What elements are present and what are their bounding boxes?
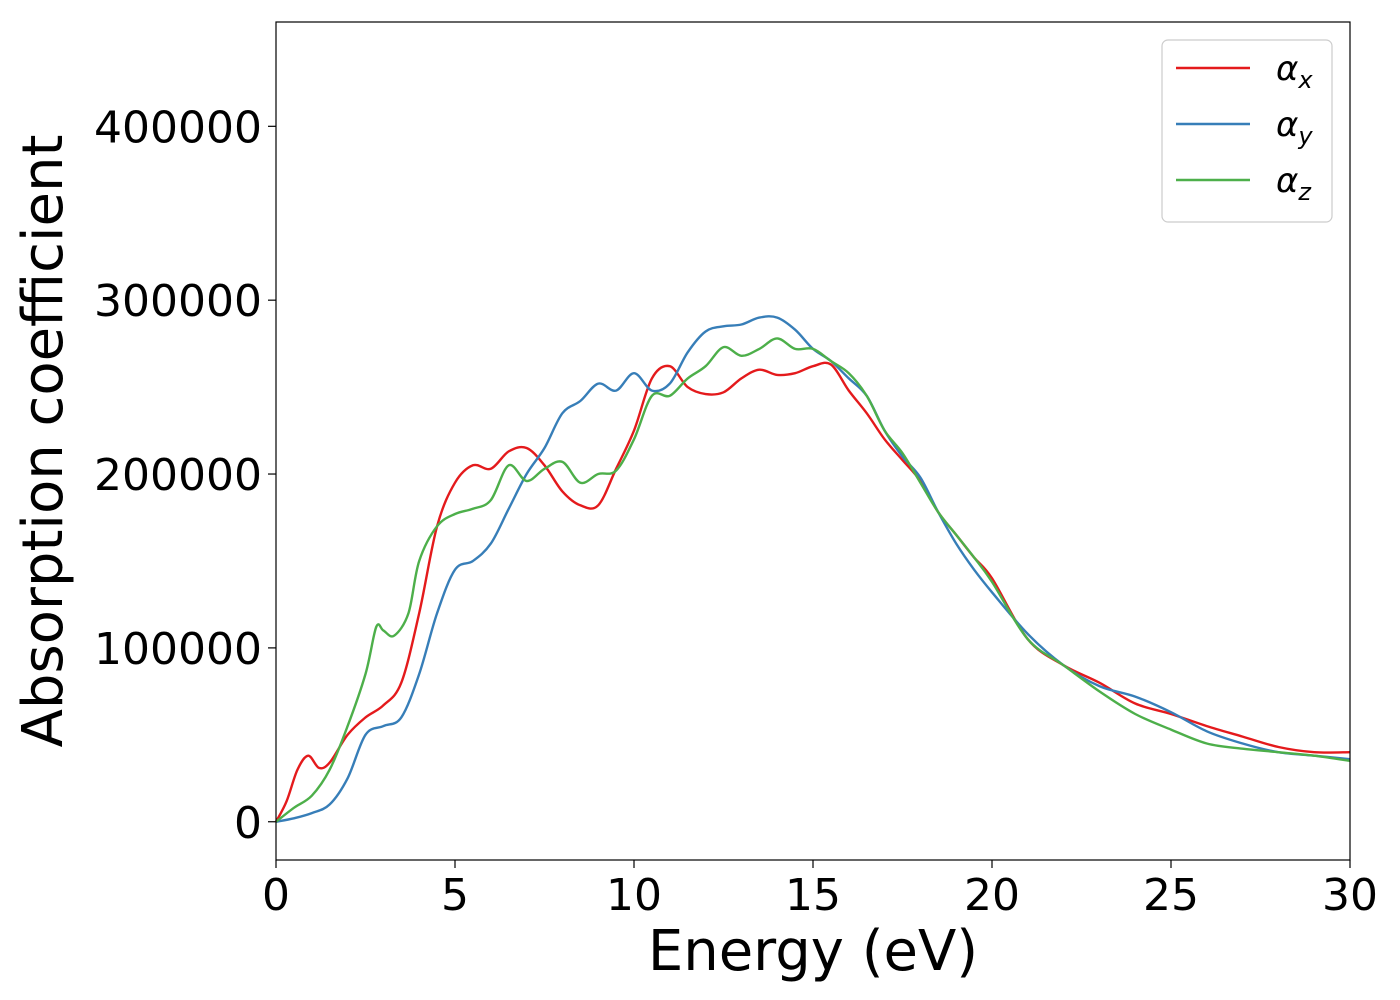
x-tick-label: 5: [441, 870, 469, 921]
y-tick-label: 200000: [94, 450, 262, 501]
plot-frame: [275, 21, 1351, 861]
series-line-z: [275, 337, 1351, 823]
x-tick-label: 0: [262, 870, 290, 921]
x-tick-label: 10: [606, 870, 662, 921]
legend-box: [1161, 39, 1333, 223]
legend-label-subscript: y: [1297, 122, 1313, 150]
x-tick-label: 15: [785, 870, 841, 921]
y-tick-label: 300000: [94, 276, 262, 327]
y-tick-label: 100000: [94, 624, 262, 675]
legend-label-subscript: z: [1297, 178, 1312, 206]
x-tick-label: 30: [1322, 870, 1378, 921]
series-line-x: [274, 361, 1351, 823]
legend-label-subscript: x: [1297, 66, 1313, 94]
x-tick-label: 25: [1143, 870, 1199, 921]
y-tick-label: 400000: [94, 102, 262, 153]
y-axis-title: Absorption coefficient: [11, 135, 76, 748]
x-tick-label: 20: [964, 870, 1020, 921]
x-axis-ticks: 0 5 10 15 20 25 30: [262, 860, 1378, 921]
series-line-y: [275, 315, 1351, 823]
series-lines: [274, 315, 1351, 823]
y-tick-label: 0: [234, 798, 262, 849]
x-axis-title: Energy (eV): [648, 919, 978, 984]
y-axis-ticks: 0 100000 200000 300000 400000: [94, 102, 276, 849]
